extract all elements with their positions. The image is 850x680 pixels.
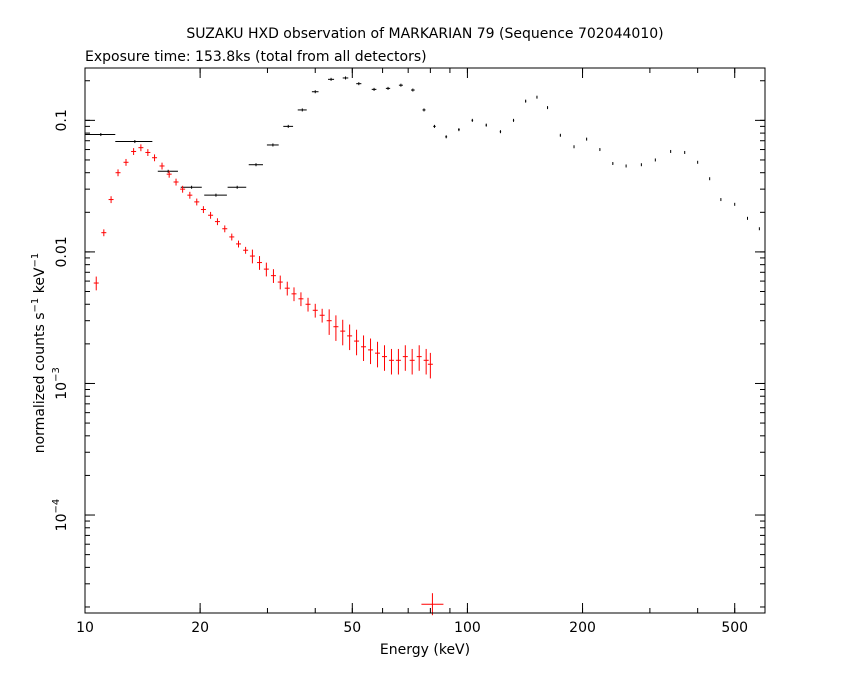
y-tick-label: 10−4 — [51, 499, 70, 532]
x-tick-label: 10 — [76, 620, 94, 636]
y-tick-label: 0.1 — [54, 109, 70, 131]
y-tick-label: 10−3 — [51, 367, 70, 400]
x-tick-label: 100 — [454, 620, 481, 636]
chart-title: SUZAKU HXD observation of MARKARIAN 79 (… — [186, 26, 663, 42]
y-tick-label: 0.01 — [54, 236, 70, 267]
plot-frame — [84, 67, 766, 614]
plot-marks — [85, 76, 760, 616]
series-gso — [85, 76, 760, 231]
x-tick-label: 20 — [191, 620, 209, 636]
axes: 10 20 50 100 200 500 10−4 10−3 0.01 0.1 — [51, 68, 766, 636]
series-pin-upper-limit — [421, 593, 444, 616]
x-tick-label: 200 — [569, 620, 596, 636]
x-axis-label: Energy (keV) — [380, 642, 470, 658]
y-axis-label: normalized counts s−1 keV−1 — [30, 253, 48, 454]
x-tick-label: 50 — [343, 620, 361, 636]
series-pin — [93, 144, 433, 379]
chart-subtitle: Exposure time: 153.8ks (total from all d… — [85, 49, 427, 65]
x-tick-label: 500 — [721, 620, 748, 636]
